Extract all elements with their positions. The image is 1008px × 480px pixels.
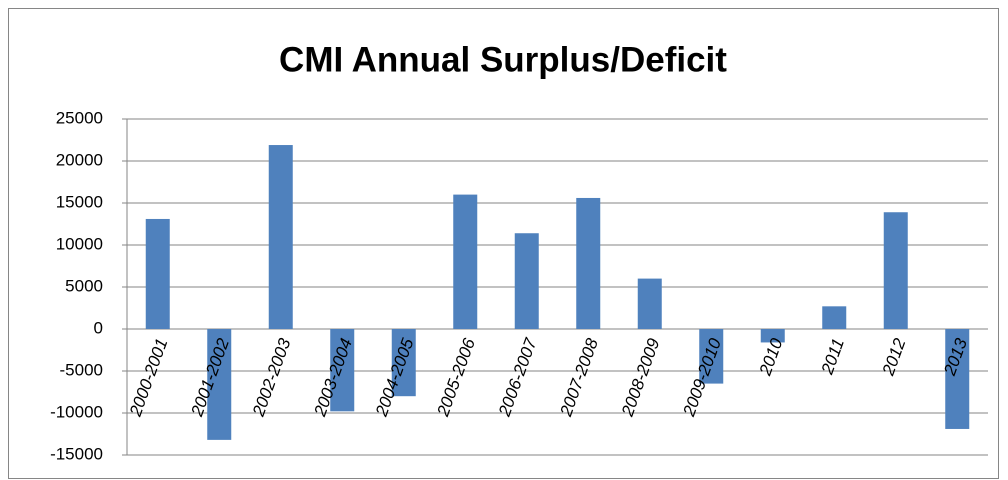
bar: [637, 278, 662, 329]
bar: [145, 218, 170, 329]
y-tick-label: -10000: [50, 402, 103, 421]
y-tick-label: -5000: [60, 360, 103, 379]
y-tick-label: 25000: [56, 108, 103, 127]
y-tick-label: -15000: [50, 444, 103, 463]
y-tick-label: 0: [94, 318, 103, 337]
bar: [268, 145, 293, 329]
bar: [883, 212, 908, 329]
chart-border: [8, 8, 999, 479]
bar: [453, 194, 478, 329]
y-tick-label: 20000: [56, 150, 103, 169]
bar: [330, 329, 355, 412]
bar: [391, 329, 416, 397]
y-tick-label: 10000: [56, 234, 103, 253]
y-tick-label: 15000: [56, 192, 103, 211]
bar: [945, 329, 970, 429]
bar: [699, 329, 724, 384]
bar: [760, 329, 785, 343]
bar: [822, 306, 847, 329]
bar: [207, 329, 232, 440]
bar: [514, 233, 539, 329]
y-tick-label: 5000: [65, 276, 103, 295]
chart-title: CMI Annual Surplus/Deficit: [279, 40, 727, 79]
bar: [576, 197, 601, 329]
